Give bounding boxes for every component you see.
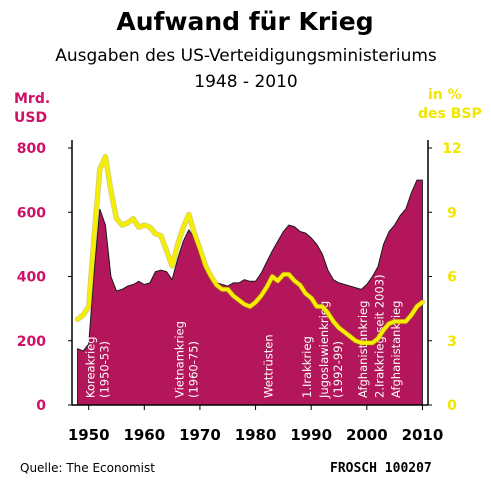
x-tick-label-2000: 2000 — [346, 426, 388, 444]
annotation-0-line-1: (1950-53) — [97, 341, 111, 398]
author-signature: FROSCH 100207 — [330, 461, 432, 476]
annotation-0-line-0: Koreakrieg — [83, 336, 97, 398]
annotation-5-line-0: Afghanistankrieg — [356, 301, 370, 398]
annotation-1-line-0: Vietnamkrieg — [172, 321, 186, 398]
left-axis-unit-line2: USD — [14, 110, 47, 126]
right-tick-label-12: 12 — [442, 141, 461, 157]
right-tick-label-6: 6 — [447, 270, 457, 286]
source-note: Quelle: The Economist — [20, 461, 155, 475]
x-tick-label-1980: 1980 — [235, 426, 277, 444]
x-tick-label-1970: 1970 — [179, 426, 221, 444]
chart-subtitle: Ausgaben des US-Verteidigungsministerium… — [55, 46, 437, 66]
right-axis-unit-line1: in % — [428, 87, 462, 103]
annotation-4-line-0: Jugoslawienkrieg — [317, 301, 331, 399]
annotation-3-line-0: 1.Irakkrieg — [300, 336, 314, 398]
right-axis-unit-line2: des BSP — [418, 106, 482, 122]
left-tick-label-800: 800 — [17, 141, 46, 157]
x-tick-label-1950: 1950 — [68, 426, 110, 444]
x-tick-label-1960: 1960 — [123, 426, 165, 444]
left-axis-unit-line1: Mrd. — [14, 91, 50, 107]
right-tick-label-9: 9 — [447, 205, 457, 221]
annotation-2-line-0: Wettrüsten — [261, 334, 275, 398]
annotation-7-line-0: Afghanistankrieg — [389, 301, 403, 398]
chart-subtitle-years: 1948 - 2010 — [194, 72, 297, 92]
right-tick-label-3: 3 — [447, 334, 457, 350]
series-spending-area — [77, 179, 423, 406]
left-tick-label-200: 200 — [17, 334, 46, 350]
left-tick-label-0: 0 — [36, 398, 46, 414]
left-tick-label-600: 600 — [17, 205, 46, 221]
x-tick-label-1990: 1990 — [290, 426, 332, 444]
chart-title: Aufwand für Krieg — [116, 7, 373, 36]
right-tick-label-0: 0 — [447, 398, 457, 414]
x-tick-label-2010: 2010 — [402, 426, 444, 444]
annotation-4-line-1: (1992-99) — [331, 341, 345, 398]
left-tick-label-400: 400 — [17, 270, 46, 286]
plot-area: Koreakrieg (1950-53) Vietnamkrieg (1960-75)… — [74, 153, 426, 406]
annotation-1-line-1: (1960-75) — [186, 341, 200, 398]
